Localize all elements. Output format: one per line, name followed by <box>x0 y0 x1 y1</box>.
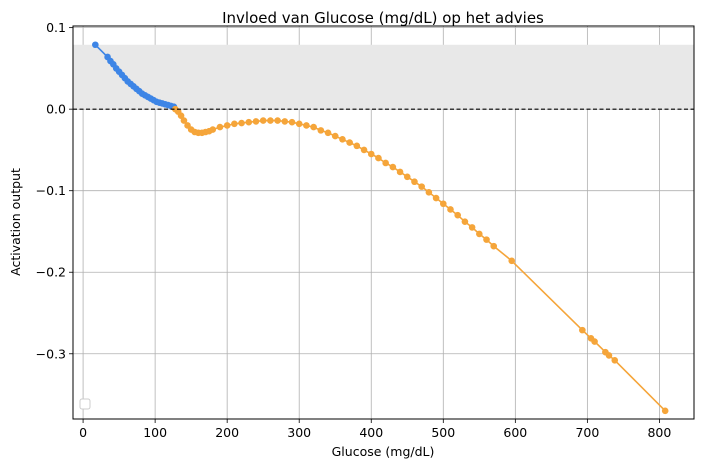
data-point <box>447 206 454 213</box>
shaded-band <box>73 44 694 110</box>
data-point <box>267 117 274 124</box>
y-tick-label: −0.3 <box>36 346 66 361</box>
x-tick-label: 600 <box>503 425 527 440</box>
x-tick-label: 800 <box>647 425 671 440</box>
data-point <box>382 159 389 167</box>
data-point <box>661 407 669 415</box>
plot-frame <box>72 25 695 420</box>
data-point <box>454 211 462 219</box>
data-point <box>411 178 418 186</box>
x-tick-label: 100 <box>143 425 167 440</box>
data-point <box>259 117 267 124</box>
data-point <box>324 129 332 137</box>
data-point <box>468 224 476 231</box>
data-point <box>252 118 260 125</box>
data-point <box>591 338 598 345</box>
data-point <box>180 117 188 124</box>
data-point <box>346 139 353 146</box>
data-point <box>611 356 619 364</box>
data-point <box>238 119 245 127</box>
y-tick-label: −0.2 <box>36 265 66 280</box>
data-point <box>216 123 224 131</box>
data-point <box>490 242 498 250</box>
x-tick-label: 700 <box>575 425 599 440</box>
data-point <box>360 146 368 154</box>
data-point <box>317 127 325 134</box>
x-tick-label: 0 <box>79 425 87 440</box>
y-tick-label: 0.0 <box>46 102 66 117</box>
data-point <box>389 163 397 171</box>
chart-title: Invloed van Glucose (mg/dL) op het advie… <box>222 9 544 27</box>
x-tick-label: 500 <box>431 425 455 440</box>
series-line-2 <box>174 108 666 412</box>
x-tick-label: 200 <box>215 425 239 440</box>
data-point <box>403 173 411 181</box>
tick-layer: 0 100 200 300 400 500 600 700 800 0.1 0.0 −0.1 −0.2 −… <box>36 20 672 440</box>
data-point <box>579 326 586 334</box>
x-tick-label: 400 <box>359 425 383 440</box>
x-tick-label: 300 <box>287 425 311 440</box>
data-point <box>295 120 303 128</box>
data-point <box>223 122 231 129</box>
data-point <box>310 123 317 131</box>
data-point <box>331 132 339 140</box>
data-point <box>353 142 361 150</box>
y-tick-label: −0.1 <box>36 183 66 198</box>
data-point <box>274 117 281 124</box>
data-point <box>92 41 99 49</box>
data-point <box>177 112 185 119</box>
y-axis-label: Activation output <box>8 168 23 276</box>
shaded-band-layer <box>73 44 694 110</box>
data-point <box>303 122 310 129</box>
data-point <box>476 230 483 238</box>
data-point <box>375 154 382 162</box>
legend-box <box>79 398 91 410</box>
data-point <box>461 218 469 225</box>
data-point <box>605 352 613 359</box>
data-point <box>508 257 516 265</box>
data-point <box>396 168 404 176</box>
data-point <box>231 120 238 128</box>
data-point <box>367 150 375 158</box>
y-tick-label: 0.1 <box>46 20 66 35</box>
data-point <box>418 183 425 190</box>
data-point <box>339 136 346 143</box>
x-axis-label: Glucose (mg/dL) <box>332 444 435 459</box>
data-point <box>245 118 253 126</box>
data-point <box>281 118 289 125</box>
series-layer <box>92 41 669 415</box>
data-point <box>439 200 447 208</box>
data-point <box>288 118 296 126</box>
data-point <box>483 236 490 243</box>
data-point <box>425 189 433 196</box>
data-point <box>209 126 217 133</box>
data-point <box>432 194 440 202</box>
